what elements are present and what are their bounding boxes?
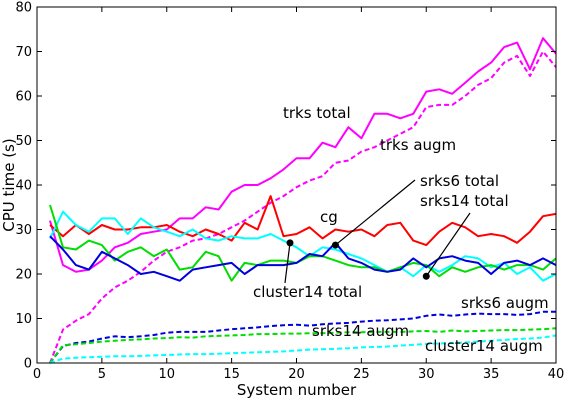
annotation-label-srks6-augm: srks6 augm — [461, 294, 549, 312]
x-tick-label: 10 — [158, 367, 175, 382]
x-axis-label: System number — [237, 381, 357, 399]
x-tick-label: 35 — [483, 367, 500, 382]
y-tick-label: 70 — [15, 45, 32, 60]
y-tick-label: 80 — [15, 1, 32, 16]
x-tick-label: 40 — [548, 367, 564, 382]
x-tick-label: 5 — [98, 367, 106, 382]
x-tick-label: 0 — [33, 367, 41, 382]
y-axis-label: CPU time (s) — [0, 138, 18, 231]
x-tick-label: 15 — [223, 367, 240, 382]
ticks-layer: 0 5 10 15 20 25 30 35 40 0 10 20 30 40 50 60 70 80 — [15, 1, 564, 383]
annotation-arrow-srks6-total — [335, 179, 416, 246]
x-tick-label: 30 — [418, 367, 435, 382]
series-line-trks-augm — [49, 50, 557, 364]
series-layer — [49, 37, 557, 364]
annotation-label-cg: cg — [320, 208, 338, 226]
series-line-srks6-total — [49, 235, 557, 282]
annotation-dot-cluster14-total — [286, 239, 294, 247]
annotation-label-cluster14-total: cluster14 total — [253, 283, 362, 301]
y-tick-label: 10 — [15, 312, 32, 327]
y-tick-label: 50 — [15, 134, 32, 149]
x-tick-label: 20 — [288, 367, 305, 382]
annotation-label-srks14-total: srks14 total — [420, 192, 509, 210]
y-tick-label: 60 — [15, 90, 32, 105]
y-tick-label: 20 — [15, 268, 32, 283]
annotation-arrow-cluster14-total — [284, 242, 291, 284]
series-line-cluster14-total — [49, 210, 557, 282]
annotation-dot-srks6-total — [331, 241, 339, 249]
annotation-label-srks6-total: srks6 total — [420, 172, 499, 190]
x-tick-label: 25 — [353, 367, 370, 382]
annotation-label-trks-augm: trks augm — [380, 136, 456, 154]
series-line-cg — [49, 195, 557, 247]
annotation-layer: trks total trks augm cg srks6 total srks14 t… — [253, 104, 549, 355]
annotation-label-srks14-augm: srks14 augm — [312, 322, 409, 340]
y-tick-label: 40 — [15, 179, 32, 194]
annotation-label-trks-total: trks total — [283, 104, 351, 122]
series-line-trks-total — [49, 37, 557, 273]
annotation-arrow-srks14-total — [425, 212, 471, 277]
y-tick-label: 30 — [15, 223, 32, 238]
series-line-srks6-augm — [49, 310, 556, 364]
annotation-label-cluster14-augm: cluster14 augm — [425, 337, 543, 355]
y-tick-label: 0 — [24, 357, 32, 372]
annotation-dot-srks14-total — [422, 272, 430, 280]
